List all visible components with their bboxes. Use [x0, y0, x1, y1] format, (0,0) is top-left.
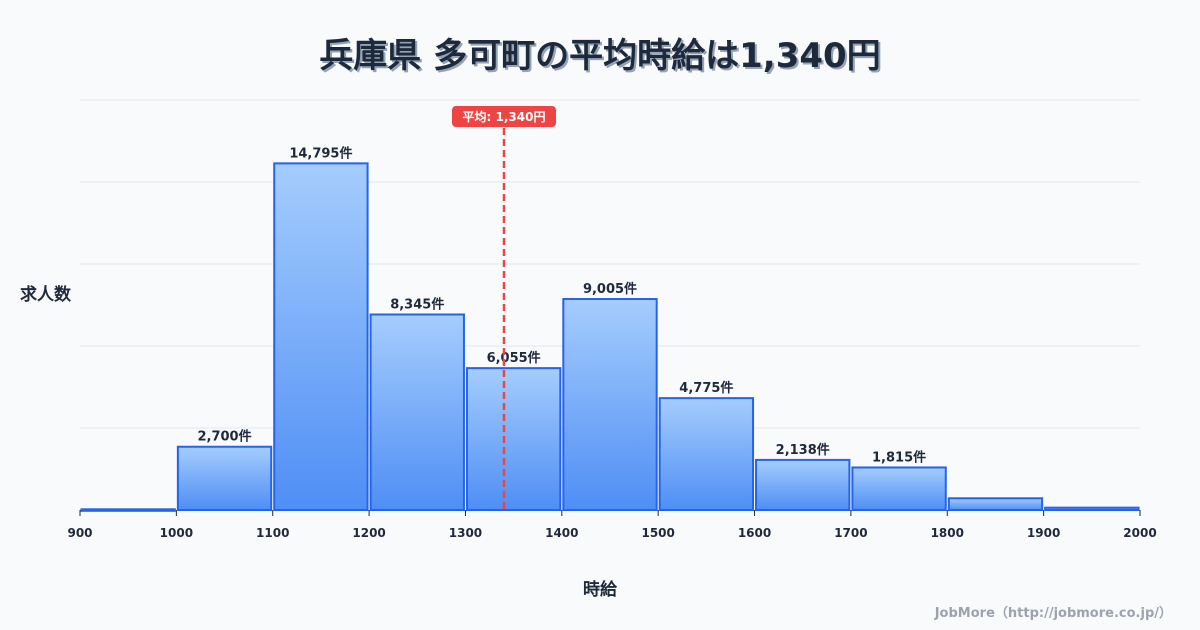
- x-tick-label: 1300: [449, 526, 482, 540]
- x-tick-label: 1600: [738, 526, 771, 540]
- bar-value-label: 8,345件: [390, 296, 444, 312]
- x-tick-label: 1800: [931, 526, 964, 540]
- x-tick-label: 1900: [1027, 526, 1060, 540]
- x-tick-label: 1500: [641, 526, 674, 540]
- average-badge-label: 平均: 1,340円: [463, 109, 546, 124]
- bar-value-label: 2,138件: [776, 442, 830, 458]
- x-tick-label: 1400: [545, 526, 578, 540]
- x-axis: 900 1000 1100 1200 1300 1400 1500 1600 1700 1800 1…: [67, 510, 1157, 540]
- average-badge: [452, 106, 556, 127]
- bar-value-label: 9,005件: [583, 281, 637, 297]
- histogram-bar: [1044, 506, 1140, 511]
- histogram-bar: [465, 367, 562, 512]
- bars: 2,700件 14,795件 8,345件 6,055件 9,005件 4,775件 2,1…: [80, 145, 1140, 512]
- x-tick-label: 900: [67, 526, 92, 540]
- bar-value-label: 14,795件: [289, 145, 352, 161]
- x-tick-label: 1200: [352, 526, 385, 540]
- histogram-bar: [658, 397, 755, 511]
- x-tick-label: 2000: [1123, 526, 1156, 540]
- histogram-bar: [851, 466, 947, 511]
- bar-value-label: 6,055件: [487, 350, 541, 366]
- x-tick-label: 1700: [834, 526, 867, 540]
- credit-text: JobMore（http://jobmore.co.jp/）: [934, 606, 1172, 621]
- chart-title: 兵庫県 多可町の平均時給は1,340円: [319, 36, 881, 76]
- x-tick-label: 1000: [160, 526, 193, 540]
- histogram-bar: [755, 458, 851, 512]
- histogram-bar: [80, 508, 176, 512]
- histogram-bar: [273, 162, 369, 511]
- x-tick-label: 1100: [256, 526, 289, 540]
- histogram-bar: [369, 313, 465, 512]
- histogram-bar: [176, 445, 273, 511]
- bar-value-label: 2,700件: [197, 429, 251, 445]
- y-axis-label: 求人数: [20, 285, 71, 305]
- histogram-bar: [947, 497, 1044, 511]
- bar-value-label: 4,775件: [679, 380, 733, 396]
- average-line: 平均: 1,340円: [452, 106, 556, 510]
- histogram-bar: [562, 298, 658, 512]
- bar-value-label: 1,815件: [872, 449, 926, 465]
- x-axis-label: 時給: [583, 580, 617, 600]
